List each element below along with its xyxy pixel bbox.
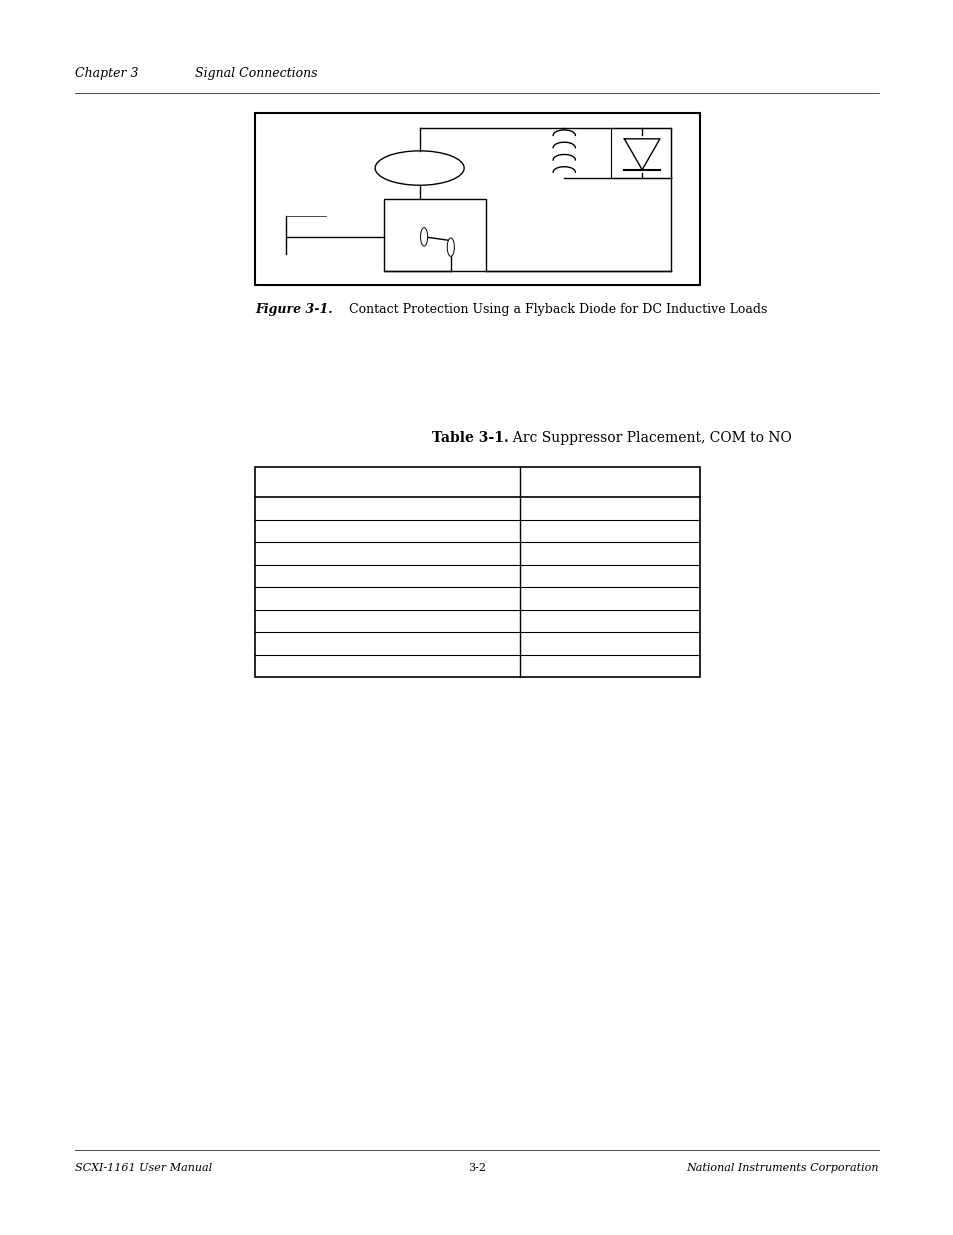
Ellipse shape [375,151,464,185]
Text: 3-2: 3-2 [468,1163,485,1173]
Text: Figure 3-1.: Figure 3-1. [254,303,333,316]
Text: Contact Protection Using a Flyback Diode for DC Inductive Loads: Contact Protection Using a Flyback Diode… [336,303,766,316]
Ellipse shape [447,238,454,257]
Polygon shape [623,138,659,169]
Text: Arc Suppressor Placement, COM to NO: Arc Suppressor Placement, COM to NO [503,431,791,445]
Text: Chapter 3: Chapter 3 [75,67,138,80]
Ellipse shape [420,227,427,246]
Bar [254,112,700,285]
Bar [384,199,486,272]
Text: SCXI-1161 User Manual: SCXI-1161 User Manual [75,1163,212,1173]
Text: Signal Connections: Signal Connections [194,67,317,80]
Bar [254,467,700,677]
Text: National Instruments Corporation: National Instruments Corporation [686,1163,878,1173]
Text: Table 3-1.: Table 3-1. [432,431,508,445]
Bar [610,128,670,178]
